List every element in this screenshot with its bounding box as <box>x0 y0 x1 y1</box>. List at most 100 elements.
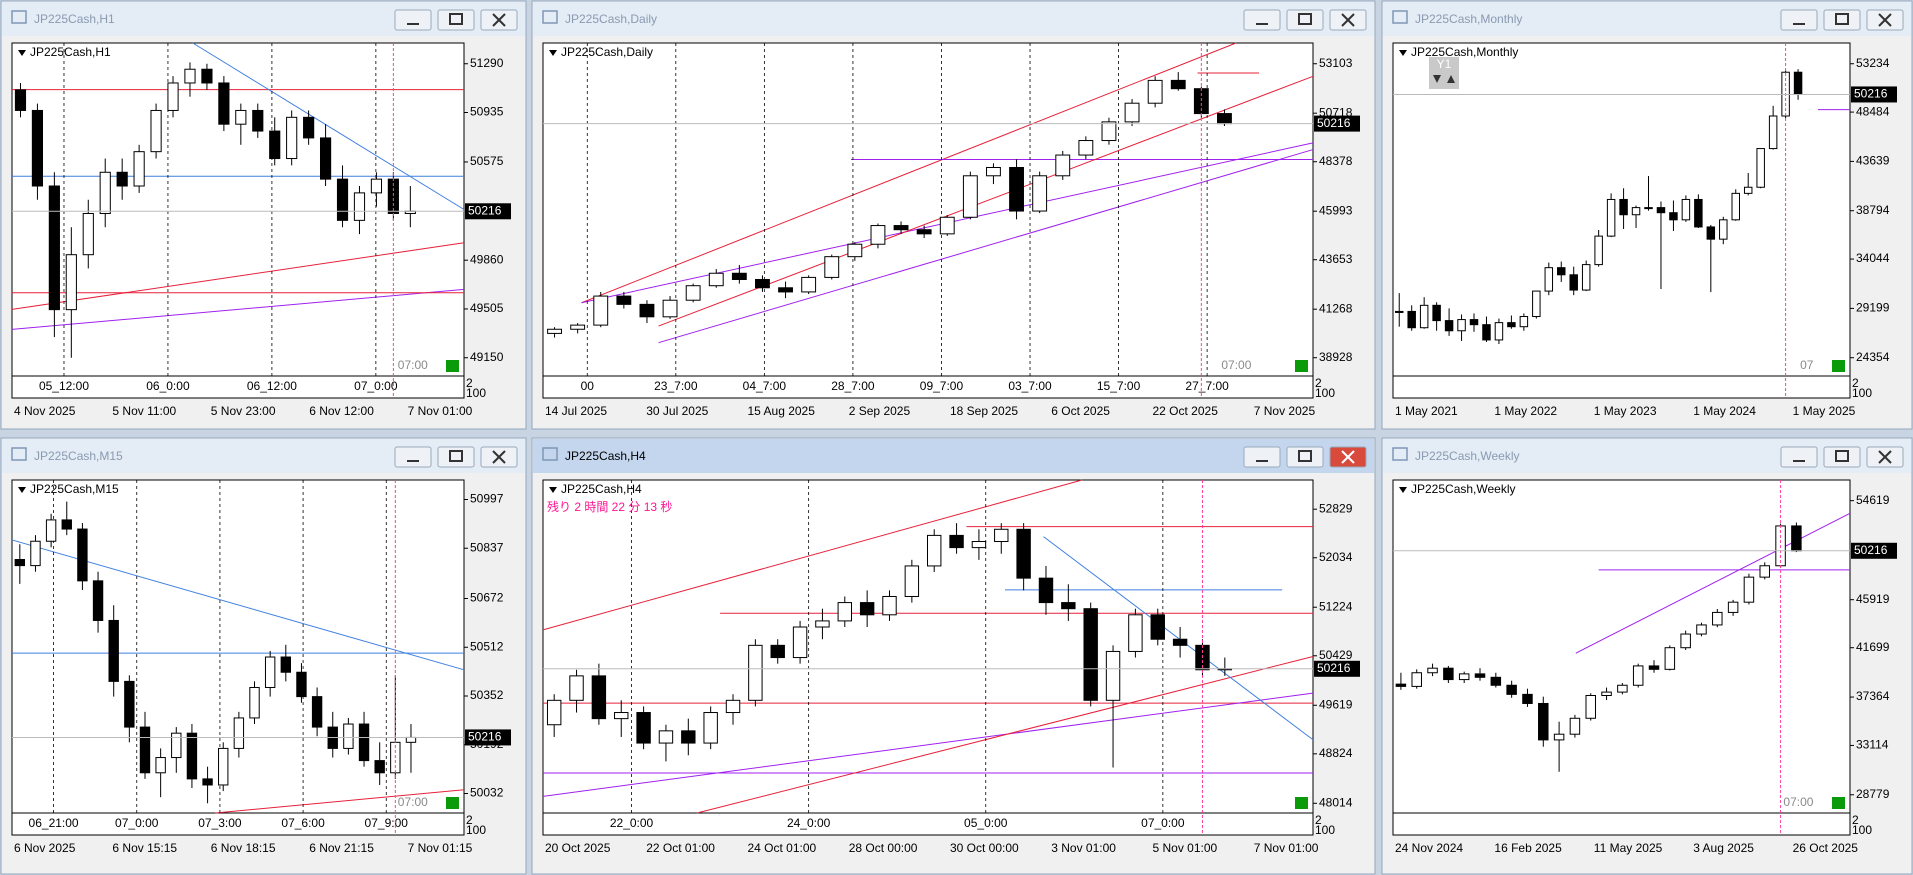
close-button[interactable] <box>1866 446 1904 468</box>
close-button[interactable] <box>480 9 518 31</box>
candle-body <box>1101 121 1117 142</box>
price-tag-label: 50216 <box>1854 543 1888 557</box>
minimize-button-box[interactable] <box>1243 446 1281 468</box>
candle-body <box>1032 175 1048 212</box>
y-tick-label: 49150 <box>470 350 504 364</box>
x-tick-label: 6 Nov 15:15 <box>112 841 177 855</box>
minimize-button-box[interactable] <box>1243 9 1281 31</box>
maximize-button[interactable] <box>437 446 475 468</box>
chart-menu-arrow[interactable] <box>18 50 26 56</box>
candle-body <box>591 675 607 720</box>
chart-area <box>1392 42 1851 399</box>
candle-body <box>1712 611 1723 626</box>
y-tick-label: 50837 <box>470 540 504 554</box>
candle-body <box>1768 115 1778 150</box>
chart-label: JP225Cash,Daily <box>561 45 653 59</box>
candle-body <box>939 216 955 235</box>
price-tag <box>465 729 511 746</box>
window-title: JP225Cash,Monthly <box>1415 12 1522 26</box>
x-tick-label: 30 Oct 00:00 <box>950 841 1019 855</box>
period-button-box[interactable] <box>1429 57 1459 89</box>
time-label: 24_0:00 <box>787 816 831 830</box>
close-button[interactable] <box>1329 9 1367 31</box>
x-tick-label: 1 May 2025 <box>1793 404 1856 418</box>
x-tick-label: 18 Sep 2025 <box>950 404 1018 418</box>
window-icon <box>542 10 558 24</box>
candle-body <box>1553 733 1565 741</box>
y-tick-label: 50429 <box>1319 648 1353 662</box>
minimize-button-box[interactable] <box>1780 9 1818 31</box>
period-button[interactable]: Y1 <box>1429 57 1459 89</box>
minimize-button[interactable] <box>1780 9 1818 31</box>
minimize-button-box[interactable] <box>394 9 432 31</box>
candle-body <box>792 626 808 659</box>
close-button[interactable] <box>1329 446 1367 468</box>
close-button[interactable] <box>480 446 518 468</box>
price-tag-label: 50216 <box>468 203 502 217</box>
y-tick-label: 38928 <box>1319 350 1353 364</box>
candle-body <box>824 256 840 278</box>
minimize-button-box[interactable] <box>394 446 432 468</box>
candle-body <box>358 723 370 762</box>
corner-label: 2 <box>466 813 473 827</box>
candle-body <box>1458 673 1470 681</box>
x-tick-label: 22 Oct 01:00 <box>646 841 715 855</box>
y-tick-label: 53234 <box>1856 56 1890 70</box>
y-tick-label: 48484 <box>1856 104 1890 118</box>
x-tick-label: 1 May 2024 <box>1693 404 1756 418</box>
maximize-button-box[interactable] <box>1286 9 1324 31</box>
minimize-button[interactable] <box>1780 446 1818 468</box>
corner-label: 100 <box>1852 386 1872 400</box>
chart-area <box>1392 479 1851 836</box>
price-tag <box>1851 86 1897 103</box>
y-tick-label: 51224 <box>1319 599 1353 613</box>
corner-label: 100 <box>466 386 486 400</box>
x-tick-label: 14 Jul 2025 <box>545 404 607 418</box>
trend-line <box>542 692 1314 797</box>
maximize-button-box[interactable] <box>1823 9 1861 31</box>
x-tick-label: 22 Oct 2025 <box>1153 404 1219 418</box>
close-glyph <box>1878 450 1892 464</box>
maximize-button-box[interactable] <box>437 9 475 31</box>
y-tick-label: 50575 <box>470 154 504 168</box>
chart-menu-arrow[interactable] <box>549 50 557 56</box>
maximize-button[interactable] <box>437 9 475 31</box>
time-label: 23_7:00 <box>654 379 698 393</box>
y-tick-label: 54619 <box>1856 493 1890 507</box>
maximize-button-box[interactable] <box>437 446 475 468</box>
candle-body <box>201 68 213 84</box>
close-button[interactable] <box>1866 9 1904 31</box>
chart-menu-arrow[interactable] <box>1399 50 1407 56</box>
time-label: 05_12:00 <box>39 379 89 393</box>
maximize-button[interactable] <box>1286 446 1324 468</box>
x-tick-label: 6 Oct 2025 <box>1051 404 1110 418</box>
minimize-button-box[interactable] <box>1780 446 1818 468</box>
candle-body <box>1606 198 1616 237</box>
maximize-button[interactable] <box>1823 446 1861 468</box>
candle-body <box>593 295 609 326</box>
maximize-glyph <box>1298 13 1312 25</box>
chart-menu-arrow[interactable] <box>18 487 26 493</box>
candle-body <box>1631 207 1641 216</box>
maximize-button[interactable] <box>1286 9 1324 31</box>
maximize-button-box[interactable] <box>1823 446 1861 468</box>
candle-body <box>547 328 562 334</box>
candle-body <box>1538 702 1549 741</box>
candle-body <box>286 116 298 160</box>
minimize-button[interactable] <box>394 9 432 31</box>
maximize-button-box[interactable] <box>1286 446 1324 468</box>
time-label: 07_6:00 <box>281 816 325 830</box>
maximize-button[interactable] <box>1823 9 1861 31</box>
minimize-button[interactable] <box>394 446 432 468</box>
maximize-glyph <box>1298 450 1312 462</box>
chart-menu-arrow[interactable] <box>549 487 557 493</box>
minimize-button[interactable] <box>1243 9 1281 31</box>
title-bar <box>1383 439 1911 473</box>
minimize-button[interactable] <box>1243 446 1281 468</box>
x-tick-label: 20 Oct 2025 <box>545 841 611 855</box>
candle-body <box>235 109 247 125</box>
candle-body <box>303 116 315 139</box>
chart-menu-arrow[interactable] <box>1399 487 1407 493</box>
candle-body <box>1443 667 1454 681</box>
candle-body <box>1669 212 1678 221</box>
